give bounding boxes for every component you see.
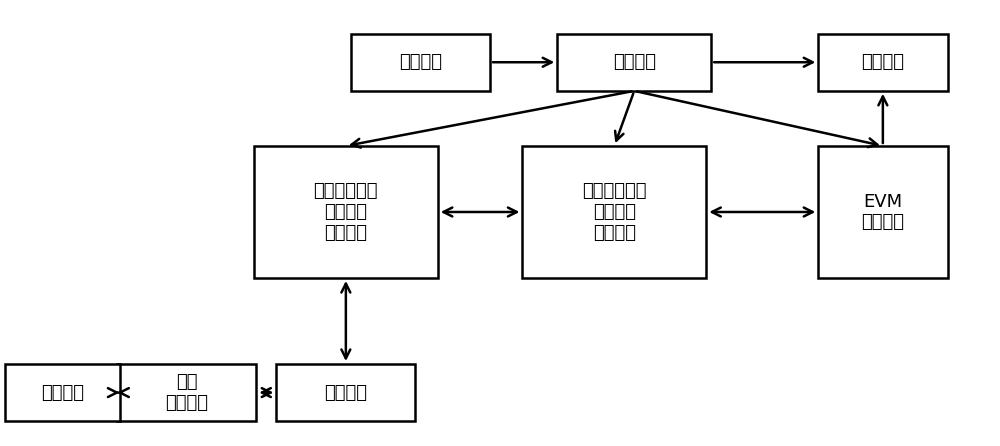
- Text: 输入模块: 输入模块: [399, 53, 442, 71]
- Text: 卫星移动通信
协议模拟
基站模块: 卫星移动通信 协议模拟 基站模块: [314, 182, 378, 242]
- Bar: [117, 364, 256, 421]
- Bar: [351, 33, 490, 91]
- Bar: [5, 364, 120, 421]
- Bar: [522, 146, 706, 278]
- Text: 接口模块: 接口模块: [41, 384, 84, 401]
- Bar: [818, 33, 948, 91]
- Bar: [818, 146, 948, 278]
- Text: 控制模块: 控制模块: [613, 53, 656, 71]
- Text: 射频
处理模块: 射频 处理模块: [165, 373, 208, 412]
- Text: 卫星移动通信
协议模拟
终端模块: 卫星移动通信 协议模拟 终端模块: [582, 182, 647, 242]
- Text: 输出模块: 输出模块: [861, 53, 904, 71]
- Bar: [254, 146, 438, 278]
- Bar: [276, 364, 415, 421]
- Bar: [557, 33, 711, 91]
- Text: 双工模块: 双工模块: [324, 384, 367, 401]
- Text: EVM
计算模块: EVM 计算模块: [861, 193, 904, 231]
